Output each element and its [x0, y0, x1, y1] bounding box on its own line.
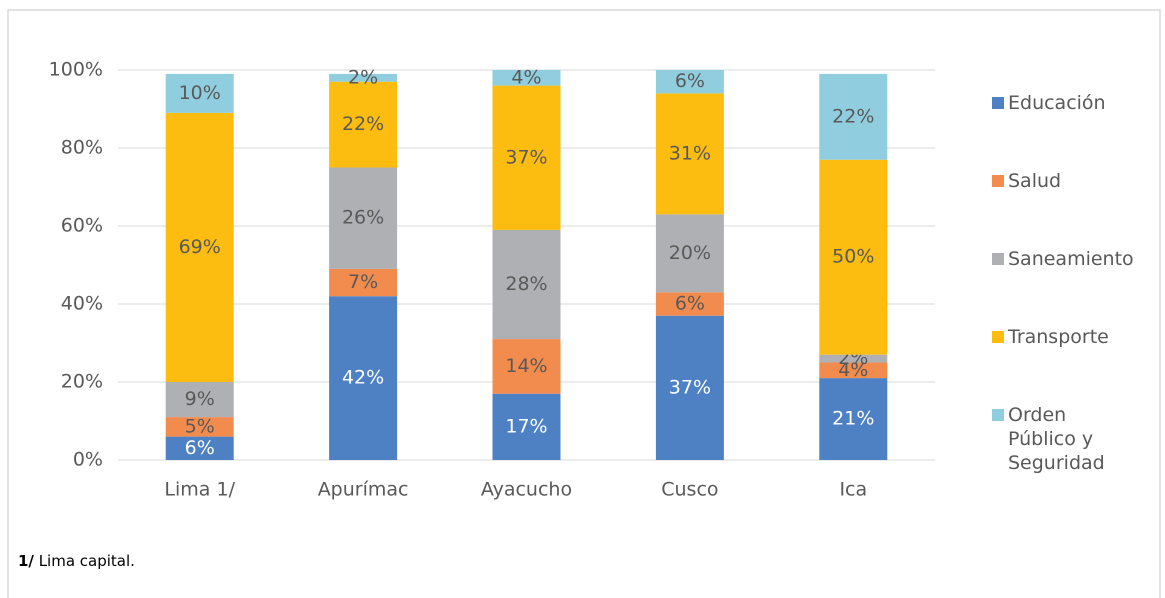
data-label: 17% [505, 415, 547, 437]
data-label: 20% [669, 242, 711, 264]
data-label: 5% [185, 415, 215, 437]
bar-segment [165, 73, 234, 113]
data-label: 28% [505, 273, 547, 295]
bar-segment [165, 112, 234, 383]
data-label: 6% [185, 437, 215, 459]
bar-segment [492, 70, 561, 86]
data-label: 6% [675, 70, 705, 92]
y-tick-label: 20% [61, 371, 103, 393]
legend-item: Orden Público y Seguridad [992, 403, 1113, 475]
legend-item: Salud [992, 169, 1062, 193]
bar-segment [492, 393, 561, 460]
bar-segment [165, 436, 234, 460]
data-label: 10% [179, 82, 221, 104]
bar-segment [329, 73, 398, 82]
data-label: 37% [669, 376, 711, 398]
chart-frame [7, 9, 1161, 598]
bar-segment [819, 73, 888, 160]
bar-segment [329, 167, 398, 269]
bar-segment [329, 81, 398, 168]
bar-segment [655, 214, 724, 293]
legend-label: Educación [1008, 92, 1106, 114]
bar-segment [492, 339, 561, 394]
bar-segment [329, 296, 398, 460]
footnote-text: Lima capital. [38, 552, 135, 570]
y-tick-label: 80% [61, 137, 103, 159]
legend-swatch [992, 331, 1004, 343]
bar-segment [165, 382, 234, 418]
data-label: 69% [179, 236, 221, 258]
bar-segment [819, 354, 888, 363]
data-label: 21% [832, 408, 874, 430]
x-tick-label: Apurímac [318, 479, 409, 501]
data-label: 6% [675, 293, 705, 315]
data-label: 4% [511, 66, 541, 88]
legend-label: Transporte [1008, 326, 1109, 348]
y-tick-label: 0% [73, 449, 103, 471]
legend-swatch [992, 175, 1004, 187]
legend-label: Salud [1008, 170, 1062, 192]
data-label: 31% [669, 142, 711, 164]
data-label: 4% [838, 359, 868, 381]
data-label: 2% [348, 66, 378, 88]
footnote-marker: 1/ [18, 552, 34, 570]
bar-segment [655, 292, 724, 316]
y-tick-label: 40% [61, 293, 103, 315]
data-label: 14% [505, 355, 547, 377]
y-tick-label: 100% [49, 59, 103, 81]
data-label: 26% [342, 207, 384, 229]
x-tick-label: Lima 1/ [164, 479, 235, 501]
footnote: 1/ Lima capital. [18, 552, 135, 570]
bar-segment [492, 85, 561, 230]
x-tick-label: Ayacucho [481, 479, 572, 501]
legend-item: Saneamiento [992, 247, 1134, 271]
data-label: 22% [832, 105, 874, 127]
legend-label: Orden Público y Seguridad [1008, 404, 1105, 474]
legend-swatch [992, 409, 1004, 421]
legend-item: Transporte [992, 325, 1109, 349]
legend-label: Saneamiento [1008, 248, 1134, 270]
bar-segment [819, 362, 888, 379]
bar-segment [329, 268, 398, 297]
legend-swatch [992, 253, 1004, 265]
legend-swatch [992, 97, 1004, 109]
data-label: 7% [348, 271, 378, 293]
data-label: 42% [342, 367, 384, 389]
bar-segment [819, 378, 888, 460]
data-label: 22% [342, 113, 384, 135]
bar-segment [165, 417, 234, 437]
x-tick-label: Cusco [661, 479, 718, 501]
bar-segment [655, 93, 724, 215]
data-label: 9% [185, 388, 215, 410]
bar-segment [655, 70, 724, 94]
x-tick-label: Ica [839, 479, 867, 501]
bar-segment [655, 315, 724, 460]
bar-segment [819, 159, 888, 355]
bar-segment [492, 229, 561, 340]
data-label: 50% [832, 246, 874, 268]
data-label: 37% [505, 146, 547, 168]
y-tick-label: 60% [61, 215, 103, 237]
legend-item: Educación [992, 91, 1106, 115]
